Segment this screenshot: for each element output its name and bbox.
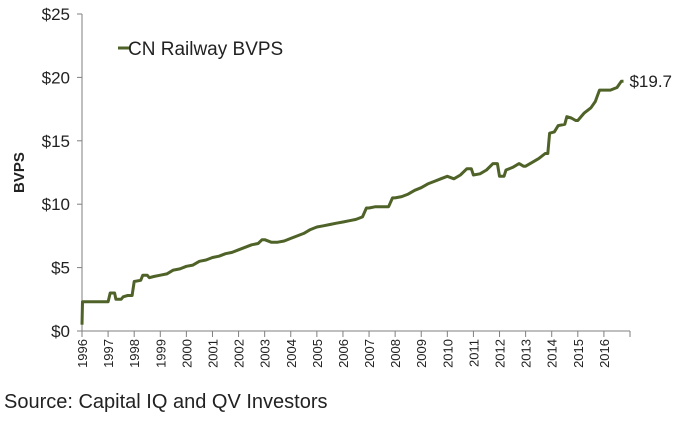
y-tick-label: $5 bbox=[51, 259, 70, 278]
x-tick-label: 2004 bbox=[284, 339, 299, 368]
x-tick-label: 2005 bbox=[310, 339, 325, 368]
y-axis-title: BVPS bbox=[11, 152, 28, 193]
x-tick-label: 2009 bbox=[414, 339, 429, 368]
x-tick-label: 2007 bbox=[362, 339, 377, 368]
x-tick-label: 1996 bbox=[75, 339, 90, 368]
y-tick-label: $0 bbox=[51, 322, 70, 341]
legend-label: CN Railway BVPS bbox=[128, 39, 283, 60]
x-tick-label: 2002 bbox=[232, 339, 247, 368]
series-line-cn-railway-bvps bbox=[80, 79, 624, 325]
x-tick-label: 2006 bbox=[336, 339, 351, 368]
source-note: Source: Capital IQ and QV Investors bbox=[4, 391, 328, 413]
x-tick-label: 2016 bbox=[597, 339, 612, 368]
x-tick-label: 2012 bbox=[493, 339, 508, 368]
y-tick-label: $15 bbox=[42, 132, 70, 151]
y-tick-label: $25 bbox=[42, 5, 70, 24]
x-tick-label: 2000 bbox=[179, 339, 194, 368]
x-tick-label: 1999 bbox=[153, 339, 168, 368]
end-value-label: $19.7 bbox=[629, 72, 672, 91]
x-tick-label: 1997 bbox=[101, 339, 116, 368]
x-tick-label: 2001 bbox=[205, 339, 220, 368]
x-tick-label: 2015 bbox=[571, 339, 586, 368]
x-tick-label: 2008 bbox=[388, 339, 403, 368]
x-tick-label: 2010 bbox=[440, 339, 455, 368]
x-tick-label: 2011 bbox=[466, 339, 481, 367]
x-tick-label: 2013 bbox=[519, 339, 534, 368]
x-tick-label: 1998 bbox=[127, 339, 142, 368]
y-tick-label: $20 bbox=[42, 68, 70, 87]
x-tick-label: 2003 bbox=[258, 339, 273, 368]
x-tick-label: 2014 bbox=[545, 339, 560, 368]
y-tick-label: $10 bbox=[42, 195, 70, 214]
